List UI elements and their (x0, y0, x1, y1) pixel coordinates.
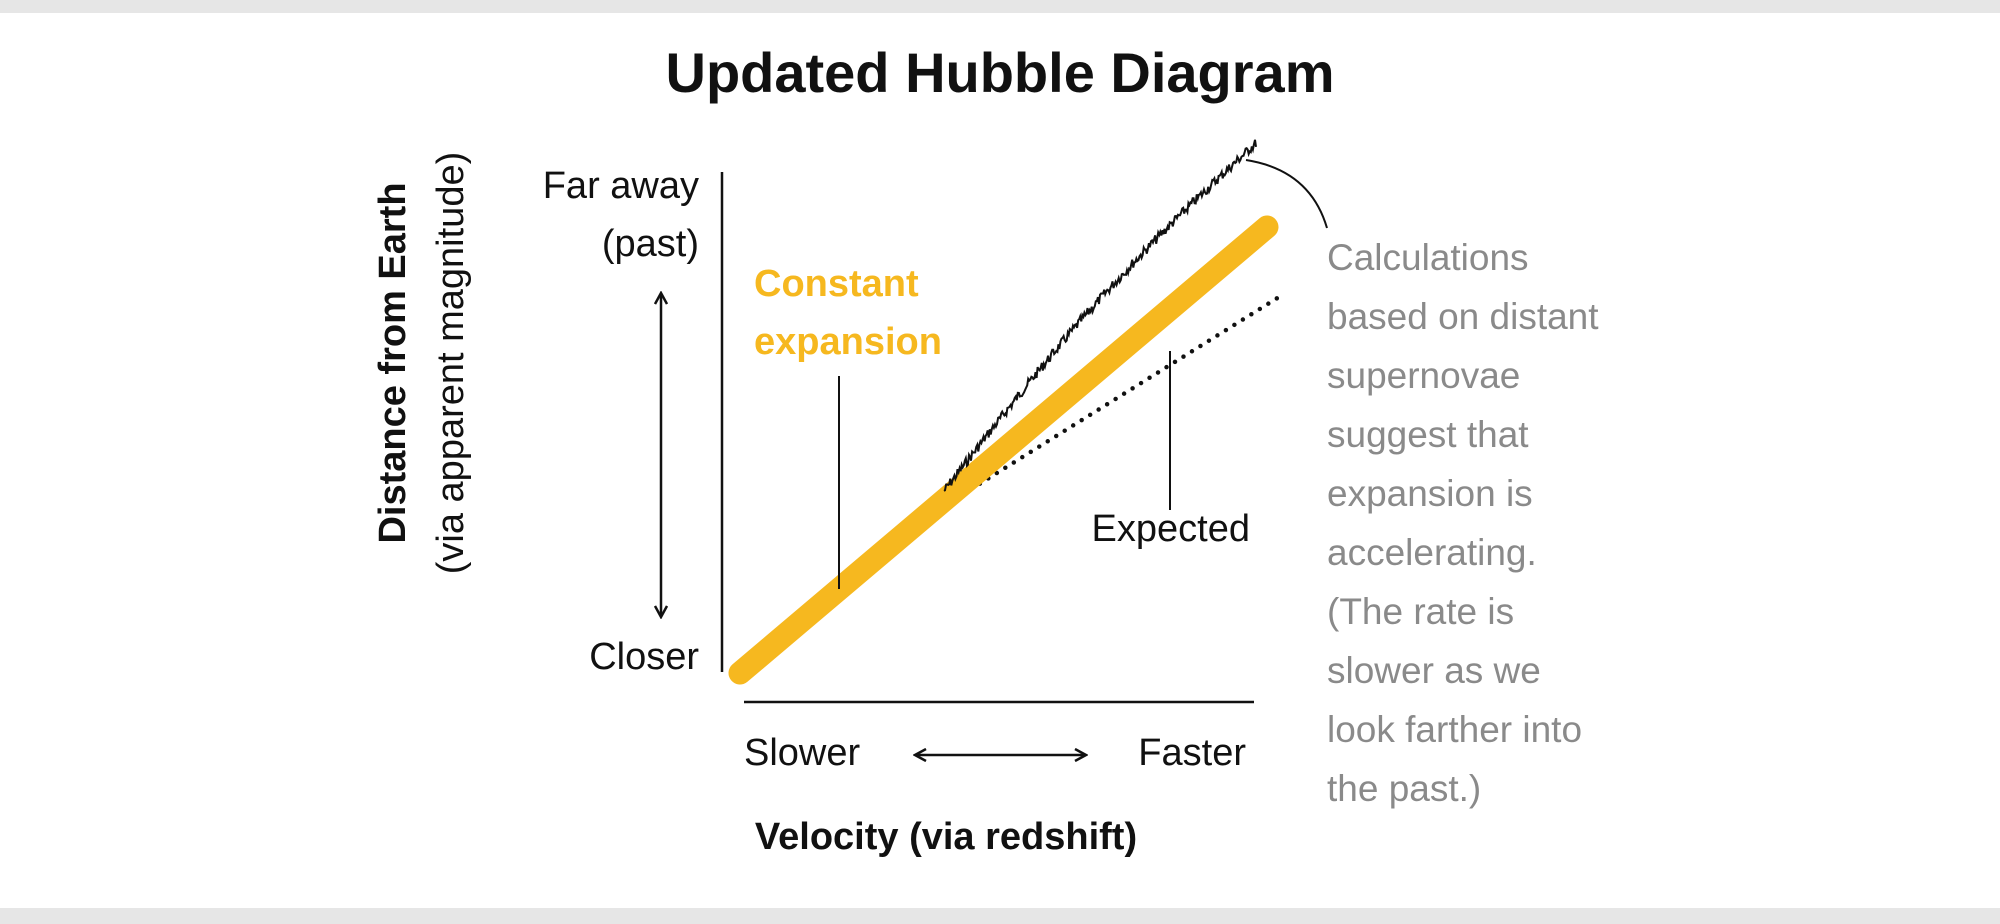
annotation-line: suggest that (1327, 414, 1529, 455)
expected-label: Expected (1092, 508, 1250, 550)
annotation: Calculations based on distant supernovae su… (1327, 237, 1599, 809)
annotation-line: supernovae (1327, 355, 1520, 396)
annotation-line: Calculations (1327, 237, 1529, 278)
annotation-line: (The rate is (1327, 591, 1514, 632)
observed-line (943, 139, 1257, 492)
y-axis-label: Distance from Earth (372, 182, 414, 543)
bottom-band (0, 908, 2000, 924)
annotation-line: expansion is (1327, 473, 1533, 514)
y-axis-top: (past) (602, 223, 699, 265)
constant-label: expansion (754, 321, 942, 363)
annotation-line: accelerating. (1327, 532, 1537, 573)
annotation-line: slower as we (1327, 650, 1541, 691)
annotation-line: look farther into (1327, 709, 1582, 750)
constant-line (728, 215, 1279, 685)
annotation-leader (1245, 159, 1328, 229)
y-axis-bottom: Closer (589, 636, 699, 678)
x-axis-left: Slower (744, 732, 860, 774)
title: Updated Hubble Diagram (666, 41, 1335, 104)
annotation-line: based on distant (1327, 296, 1599, 337)
constant-label: Constant (754, 263, 919, 305)
y-axis-label: (via apparent magnitude) (430, 152, 472, 574)
x-axis-right: Faster (1138, 732, 1246, 774)
top-band (0, 0, 2000, 13)
x-axis-label: Velocity (via redshift) (755, 816, 1137, 858)
y-axis-top: Far away (543, 165, 699, 207)
annotation-line: the past.) (1327, 768, 1481, 809)
